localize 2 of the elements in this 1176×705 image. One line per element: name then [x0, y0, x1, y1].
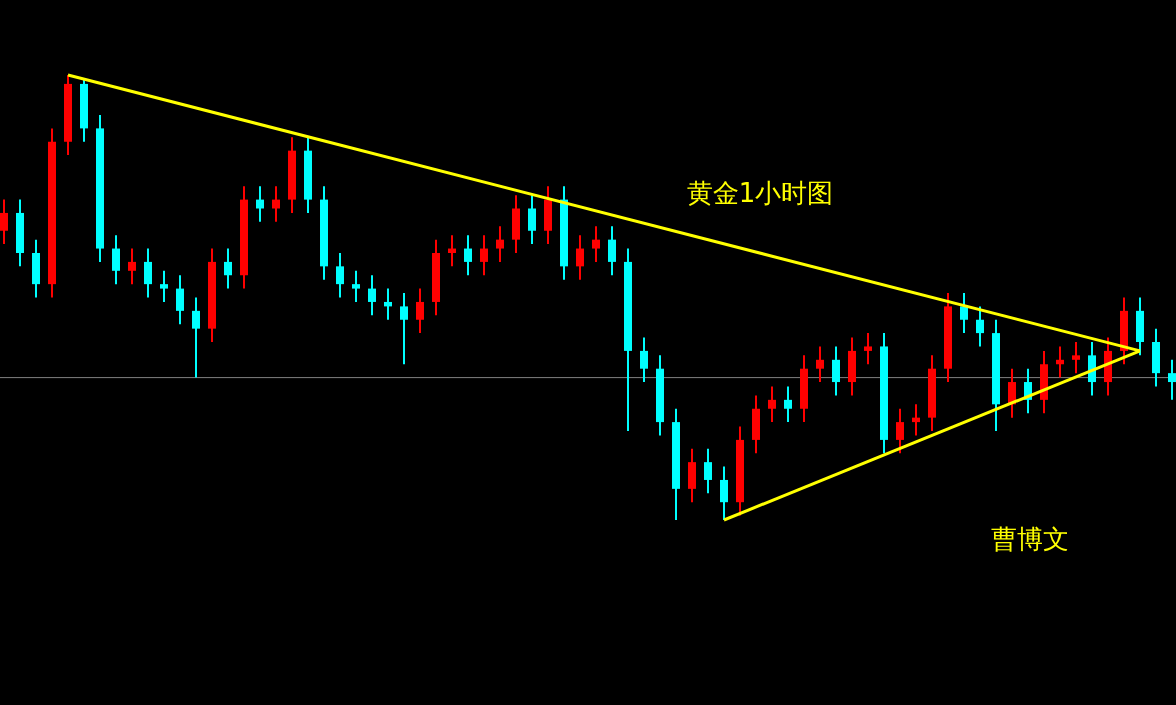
title: 黄金1小时图 — [686, 178, 834, 208]
annotation: 曹博文 — [991, 524, 1069, 554]
